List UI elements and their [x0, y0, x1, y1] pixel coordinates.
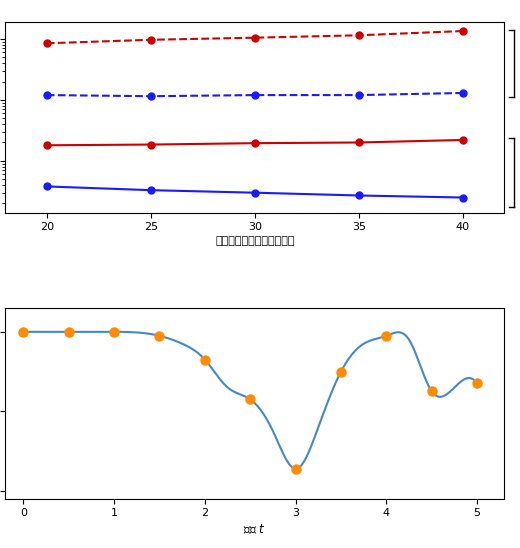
X-axis label: 対象となる量子系のサイズ: 対象となる量子系のサイズ — [215, 237, 294, 247]
X-axis label: 時刻 $t$: 時刻 $t$ — [243, 523, 266, 536]
